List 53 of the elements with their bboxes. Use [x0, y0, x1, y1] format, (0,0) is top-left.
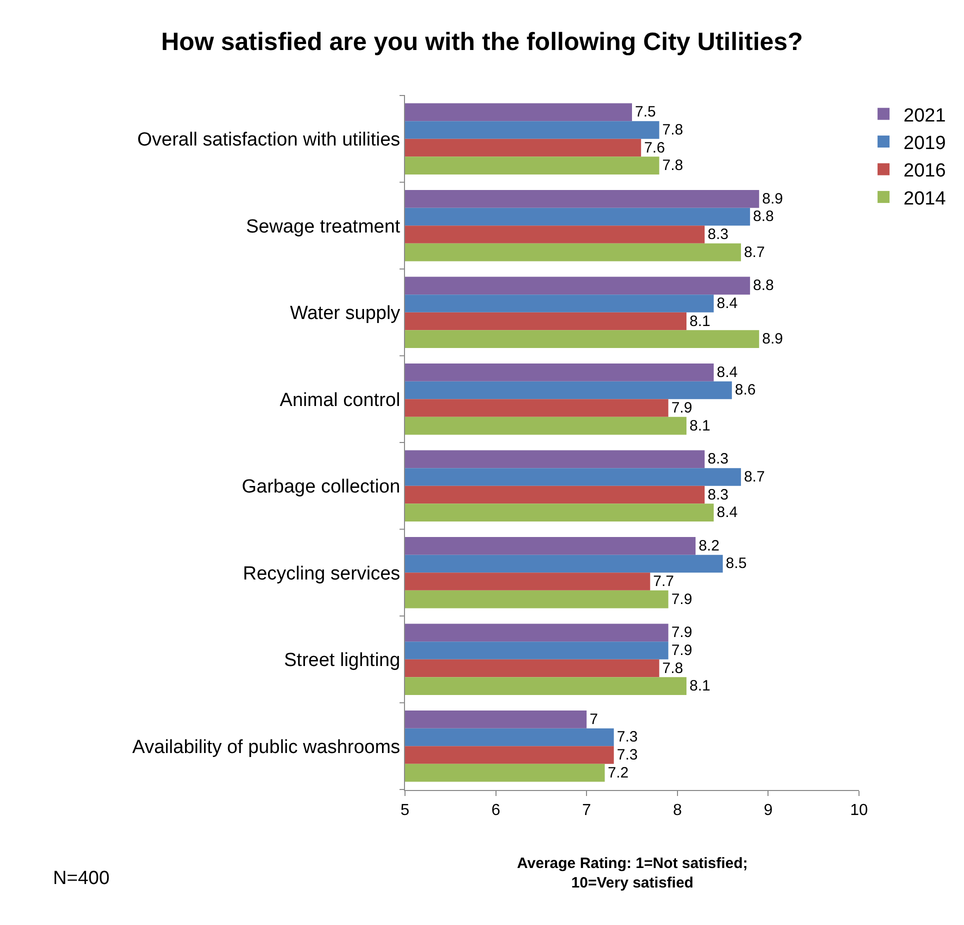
- data-label: 7.8: [662, 157, 684, 174]
- data-label: 7.8: [662, 121, 684, 138]
- data-label: 8.7: [744, 244, 765, 261]
- x-tick-label: 9: [764, 802, 773, 820]
- data-label: 8.1: [689, 678, 710, 695]
- data-label: 8.1: [689, 312, 710, 330]
- data-label: 8.7: [744, 468, 765, 486]
- text: N=400: [53, 868, 110, 889]
- data-label: 8.8: [753, 277, 774, 294]
- x-tick-label: 7: [582, 802, 592, 820]
- legend-label: 2019: [904, 132, 946, 154]
- data-label: 8.8: [753, 208, 774, 226]
- data-label: 7.8: [662, 660, 684, 677]
- data-label: 7.9: [671, 400, 692, 417]
- y-tick-label: Overall satisfaction with utilities: [137, 130, 400, 151]
- data-label: 8.6: [734, 382, 756, 399]
- y-tick-label: Water supply: [290, 303, 401, 324]
- data-label: 7.5: [635, 104, 656, 121]
- data-label: 8.3: [708, 226, 728, 244]
- y-tick-label: Garbage collection: [242, 476, 400, 498]
- legend-label: 2014: [904, 188, 946, 210]
- data-label: 8.1: [689, 417, 710, 434]
- x-tick-label: 8: [672, 802, 682, 820]
- legend-label: 2021: [904, 105, 946, 126]
- data-label: 8.9: [762, 190, 783, 208]
- data-label: 7.3: [616, 746, 638, 764]
- data-label: 8.5: [726, 555, 747, 572]
- data-label: 8.3: [708, 486, 728, 504]
- x-tick-label: 6: [491, 802, 500, 820]
- data-label: 7.7: [653, 573, 674, 590]
- legend-label: 2016: [904, 160, 946, 182]
- data-label: 7.2: [608, 764, 629, 782]
- chart-title: How satisfied are you with the following City Utilities?: [161, 28, 803, 56]
- y-tick-label: Animal control: [280, 390, 400, 411]
- y-tick-label: Street lighting: [284, 650, 400, 672]
- x-tick-label: 10: [850, 802, 868, 820]
- data-label: 7.3: [616, 728, 638, 746]
- data-label: 7.9: [671, 590, 692, 608]
- y-tick-label: Availability of public washrooms: [132, 736, 400, 758]
- y-tick-label: Recycling services: [242, 563, 400, 584]
- data-label: 8.4: [716, 294, 738, 312]
- data-label: 8.4: [716, 504, 738, 522]
- x-axis-title: Average Rating: 1=Not satisfied; 10=Very satisfied: [517, 855, 748, 892]
- data-label: 8.9: [762, 330, 783, 348]
- data-label: 7.9: [671, 624, 692, 642]
- x-tick-label: 5: [400, 802, 410, 820]
- data-label: 8.3: [708, 450, 728, 468]
- data-label: 8.4: [716, 364, 738, 381]
- data-label: 8.2: [698, 537, 720, 554]
- data-label: 7: [590, 710, 598, 728]
- data-label: 7.9: [671, 642, 692, 659]
- y-tick-label: Sewage treatment: [246, 216, 401, 238]
- data-label: 7.6: [644, 139, 665, 156]
